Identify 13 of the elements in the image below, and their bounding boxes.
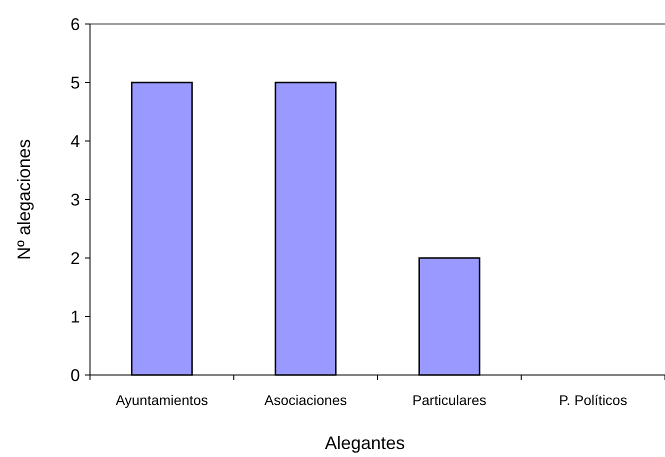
x-tick-label: P. Políticos (559, 392, 628, 408)
x-tick-label: Asociaciones (264, 392, 347, 408)
y-tick-label: 3 (70, 190, 80, 210)
x-tick-label: Particulares (412, 392, 486, 408)
y-tick-label: 5 (70, 73, 80, 92)
x-axis-title: Alegantes (324, 433, 405, 453)
y-tick-label: 1 (70, 307, 80, 326)
y-tick-label: 6 (70, 14, 80, 34)
y-tick-label: 4 (70, 132, 80, 151)
y-axis-title: Nº alegaciones (14, 139, 34, 260)
x-tick-label: Ayuntamientos (116, 392, 208, 408)
y-tick-label: 2 (70, 248, 80, 268)
y-tick-label: 0 (70, 366, 80, 385)
